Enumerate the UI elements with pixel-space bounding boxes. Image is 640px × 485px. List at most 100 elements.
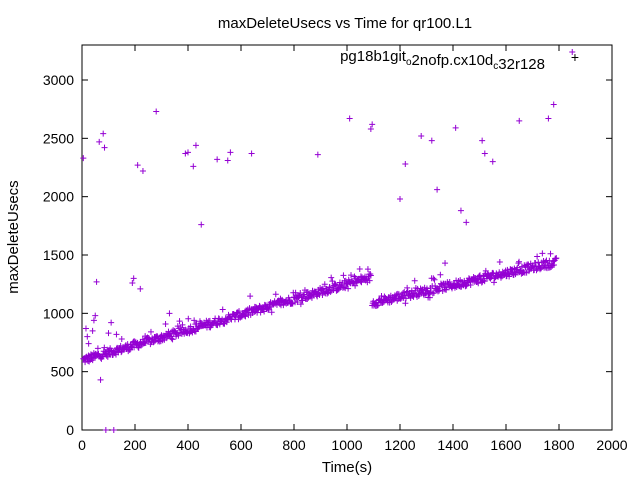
data-point bbox=[84, 333, 91, 340]
data-point bbox=[242, 313, 249, 320]
data-point bbox=[404, 284, 411, 291]
data-point bbox=[431, 276, 438, 283]
data-point bbox=[179, 321, 186, 328]
data-point bbox=[482, 267, 489, 274]
data-point bbox=[348, 272, 355, 279]
data-point bbox=[297, 301, 304, 308]
data-point bbox=[82, 325, 89, 332]
x-axis-title: Time(s) bbox=[322, 459, 372, 476]
data-point bbox=[113, 331, 120, 338]
data-point bbox=[190, 163, 197, 170]
data-point bbox=[321, 281, 328, 288]
data-point bbox=[304, 296, 311, 303]
data-point bbox=[139, 168, 146, 174]
data-point bbox=[402, 300, 409, 307]
data-point bbox=[97, 376, 104, 383]
data-point bbox=[314, 151, 321, 158]
data-point bbox=[247, 293, 254, 300]
data-point bbox=[356, 266, 363, 273]
y-tick-label: 2500 bbox=[43, 130, 74, 146]
x-tick-label: 1400 bbox=[437, 437, 468, 453]
data-point bbox=[506, 273, 513, 280]
data-point bbox=[124, 341, 131, 348]
chart-title: maxDeleteUsecs vs Time for qr100.L1 bbox=[218, 15, 472, 32]
y-tick-label: 2000 bbox=[43, 189, 74, 205]
data-point bbox=[286, 297, 293, 304]
data-point bbox=[537, 266, 544, 273]
data-point bbox=[214, 156, 221, 163]
data-point bbox=[545, 115, 552, 122]
data-point bbox=[130, 275, 137, 282]
data-point bbox=[272, 291, 279, 298]
data-point bbox=[195, 325, 202, 332]
data-point bbox=[110, 427, 117, 433]
data-point bbox=[496, 258, 503, 265]
data-point bbox=[162, 321, 169, 328]
legend: pg18b1gito2nofp.cx10dc32r128 + bbox=[340, 48, 579, 73]
data-point bbox=[224, 157, 231, 164]
data-point bbox=[525, 268, 532, 275]
data-point bbox=[341, 284, 348, 291]
data-point bbox=[134, 162, 141, 169]
data-point bbox=[219, 306, 226, 313]
legend-label-part: pg18b1git bbox=[340, 48, 407, 65]
x-axis: 0 200 400 600 800 1000 1200 1400 1600 1800 2000 bbox=[78, 45, 628, 453]
data-point bbox=[118, 336, 125, 342]
data-point bbox=[248, 150, 255, 157]
data-point bbox=[265, 306, 272, 313]
data-point bbox=[297, 289, 304, 296]
data-point bbox=[294, 299, 301, 306]
data-point bbox=[342, 277, 349, 284]
x-tick-label: 0 bbox=[78, 437, 86, 453]
legend-label: pg18b1gito2nofp.cx10dc32r128 bbox=[340, 48, 545, 73]
data-point bbox=[516, 117, 523, 124]
data-point bbox=[153, 334, 160, 341]
data-point bbox=[446, 278, 453, 285]
data-point bbox=[96, 138, 103, 145]
data-point bbox=[434, 186, 441, 193]
data-point bbox=[139, 336, 146, 343]
x-tick-label: 400 bbox=[176, 437, 200, 453]
data-point bbox=[373, 302, 380, 309]
data-point bbox=[169, 336, 176, 343]
data-point bbox=[532, 259, 539, 266]
data-point bbox=[315, 290, 322, 297]
data-point bbox=[89, 327, 96, 334]
x-tick-label: 1600 bbox=[490, 437, 521, 453]
x-tick-label: 600 bbox=[229, 437, 253, 453]
data-point bbox=[191, 317, 198, 324]
data-point bbox=[490, 279, 497, 286]
x-tick-label: 1800 bbox=[543, 437, 574, 453]
data-point bbox=[147, 328, 154, 335]
data-point bbox=[192, 142, 199, 149]
data-point bbox=[185, 315, 192, 322]
data-point bbox=[346, 115, 353, 122]
data-point bbox=[168, 335, 175, 342]
data-point bbox=[93, 278, 100, 285]
data-point bbox=[553, 255, 560, 262]
data-point bbox=[463, 219, 470, 226]
data-point bbox=[367, 272, 374, 279]
data-point bbox=[516, 258, 523, 265]
data-point bbox=[227, 149, 234, 156]
data-point bbox=[236, 308, 243, 315]
data-point bbox=[137, 285, 144, 292]
data-point bbox=[175, 332, 182, 339]
data-point bbox=[437, 271, 444, 278]
data-point bbox=[402, 161, 409, 167]
data-point bbox=[85, 340, 92, 347]
x-tick-label: 200 bbox=[123, 437, 147, 453]
data-point bbox=[411, 277, 418, 284]
data-point bbox=[358, 279, 365, 286]
data-point bbox=[551, 261, 558, 268]
data-point bbox=[182, 150, 189, 157]
data-point bbox=[479, 137, 486, 144]
data-point bbox=[367, 271, 374, 278]
y-tick-label: 1000 bbox=[43, 305, 74, 321]
data-point bbox=[463, 282, 470, 289]
data-point bbox=[515, 260, 522, 267]
data-point bbox=[430, 275, 437, 282]
data-point bbox=[475, 280, 482, 287]
data-point bbox=[369, 121, 376, 128]
data-point bbox=[102, 427, 109, 433]
